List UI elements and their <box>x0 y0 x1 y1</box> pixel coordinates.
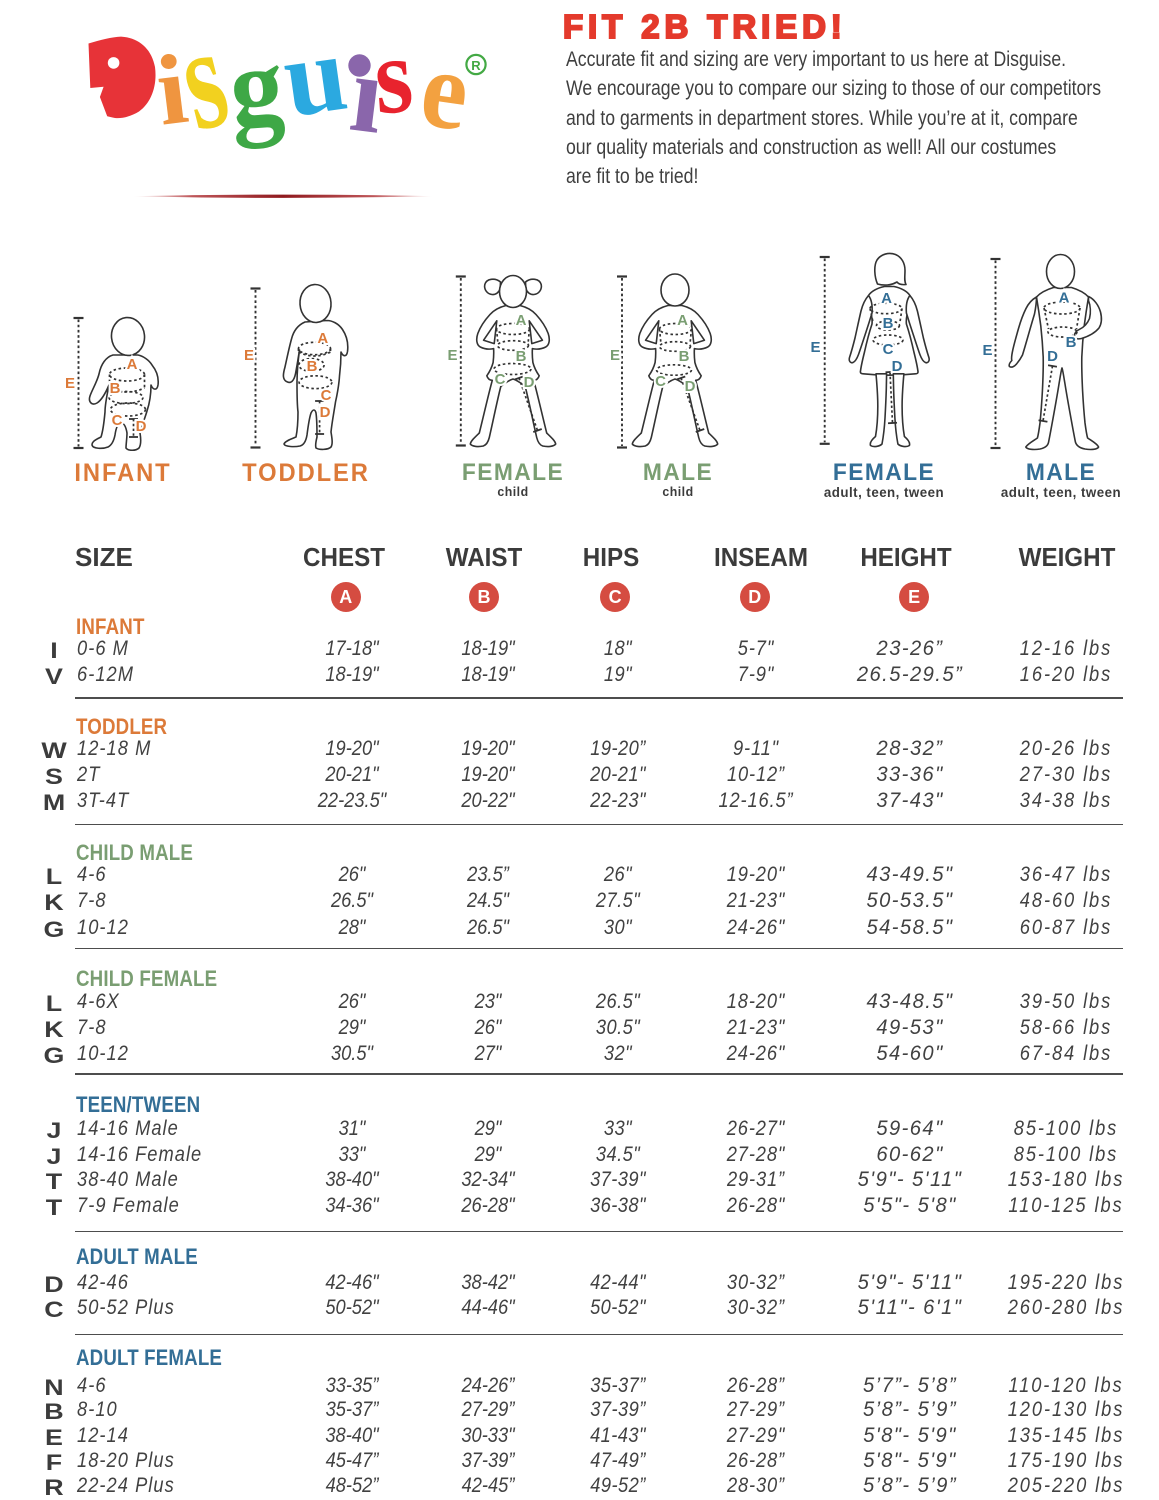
svg-text:A: A <box>1059 290 1070 307</box>
svg-text:E: E <box>982 342 992 359</box>
svg-text:B: B <box>516 348 527 365</box>
svg-text:e: e <box>414 26 477 155</box>
svg-text:C: C <box>321 387 332 404</box>
svg-text:D: D <box>320 404 331 421</box>
svg-text:B: B <box>1066 334 1077 351</box>
svg-text:C: C <box>883 341 894 358</box>
svg-text:A: A <box>881 290 892 307</box>
svg-text:A: A <box>317 330 328 347</box>
svg-text:A: A <box>677 312 688 329</box>
svg-text:R: R <box>471 58 481 73</box>
svg-text:B: B <box>307 358 318 375</box>
svg-text:D: D <box>685 378 696 395</box>
svg-text:s: s <box>370 15 416 137</box>
svg-text:C: C <box>112 412 123 429</box>
svg-text:A: A <box>127 356 138 373</box>
svg-text:E: E <box>447 347 457 364</box>
svg-text:g: g <box>226 23 288 150</box>
svg-text:D: D <box>892 358 903 375</box>
svg-text:E: E <box>610 347 620 364</box>
svg-text:B: B <box>679 348 690 365</box>
svg-text:C: C <box>655 373 666 390</box>
svg-text:D: D <box>524 374 535 391</box>
svg-text:E: E <box>244 347 254 364</box>
svg-text:u: u <box>276 11 354 140</box>
svg-text:D: D <box>1047 348 1058 365</box>
svg-text:A: A <box>516 312 527 329</box>
svg-text:C: C <box>495 371 506 388</box>
svg-text:B: B <box>883 315 894 332</box>
svg-text:D: D <box>136 418 147 435</box>
svg-text:E: E <box>65 375 75 392</box>
svg-text:E: E <box>810 339 820 356</box>
svg-text:B: B <box>110 380 121 397</box>
